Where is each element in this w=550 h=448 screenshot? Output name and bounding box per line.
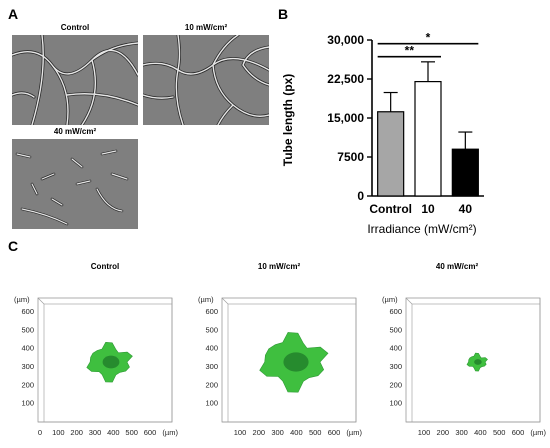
y-tick-label: 100 (21, 399, 34, 408)
y-tick-label: 200 (21, 380, 34, 389)
spheroid-core (283, 352, 309, 372)
x-tick-label: 600 (328, 428, 341, 437)
x-tick-label: 40 (459, 202, 473, 216)
micrograph-control (12, 35, 138, 125)
y-tick-label: 400 (205, 344, 218, 353)
y-tick-label: 300 (21, 362, 34, 371)
x-tick-label: 200 (253, 428, 266, 437)
x-tick-label: 600 (512, 428, 525, 437)
y-unit-label: (µm) (382, 295, 398, 304)
y-tick-label: 22,500 (327, 72, 364, 86)
panel-label-c: C (8, 238, 19, 254)
y-tick-label: 0 (357, 189, 364, 203)
bar (377, 111, 405, 197)
significance-label: ** (405, 44, 415, 58)
spheroid-title-control: Control (90, 262, 120, 271)
y-axis-label: Tube length (px) (281, 74, 295, 166)
spheroid-core (102, 355, 120, 369)
micrograph-title-control: Control (60, 23, 90, 32)
y-tick-label: 500 (205, 325, 218, 334)
y-tick-label: 300 (389, 362, 402, 371)
spheroid-panel-40mw: (µm) 600 500 400 300 200 100 100 200 300 400 500 600… (368, 282, 548, 444)
x-tick-label: 100 (234, 428, 247, 437)
y-tick-label: 100 (205, 399, 218, 408)
spheroid-panel-control: (µm) 600 500 400 300 200 100 0 100 200 300 400 500 60… (0, 282, 180, 444)
frame-front (227, 303, 357, 423)
y-tick-label: 15,000 (327, 111, 364, 125)
x-unit-label: (µm) (162, 428, 178, 437)
x-tick-label: 300 (89, 428, 102, 437)
y-unit-label: (µm) (14, 295, 30, 304)
x-tick-label: Control (369, 202, 412, 216)
tube-length-chart: Tube length (px) Irradiance (mW/cm²) 0 75… (281, 31, 484, 236)
x-tick-label: 200 (437, 428, 450, 437)
x-tick-label: 200 (70, 428, 83, 437)
x-tick-label: 100 (418, 428, 431, 437)
x-axis-label: Irradiance (mW/cm²) (367, 222, 476, 236)
frame-edge (37, 297, 45, 305)
y-tick-label: 500 (389, 325, 402, 334)
spheroid-title-10: 10 mW/cm² (257, 262, 301, 271)
y-tick-label: 600 (205, 307, 218, 316)
y-unit-label: (µm) (198, 295, 214, 304)
x-tick-label: 300 (455, 428, 468, 437)
bar (451, 148, 479, 197)
y-tick-label: 600 (389, 307, 402, 316)
micrograph-title-10: 10 mW/cm² (184, 23, 228, 32)
x-tick-label: 100 (52, 428, 65, 437)
y-tick-label: 30,000 (327, 33, 364, 47)
micrograph-title-40: 40 mW/cm² (53, 127, 97, 136)
x-tick-label: 600 (144, 428, 157, 437)
y-tick-label: 7500 (337, 150, 364, 164)
x-tick-label: 500 (493, 428, 506, 437)
spheroid-panel-10mw: (µm) 600 500 400 300 200 100 100 200 300 400 500 600… (184, 282, 364, 444)
y-tick-label: 200 (205, 380, 218, 389)
y-tick-label: 400 (389, 344, 402, 353)
micrograph-10mw (143, 35, 269, 125)
spheroid-core (474, 359, 482, 365)
micrograph-40mw (12, 139, 138, 229)
x-tick-label: 300 (271, 428, 284, 437)
x-unit-label: (µm) (530, 428, 546, 437)
frame-edge (221, 297, 229, 305)
frame-front (411, 303, 541, 423)
x-tick-label: 400 (290, 428, 303, 437)
y-tick-label: 300 (205, 362, 218, 371)
panel-label-a: A (8, 6, 19, 22)
bar (414, 80, 442, 197)
x-unit-label: (µm) (346, 428, 362, 437)
y-tick-label: 100 (389, 399, 402, 408)
x-tick-label: 400 (107, 428, 120, 437)
y-tick-label: 500 (21, 325, 34, 334)
significance-label: * (426, 31, 431, 45)
y-tick-label: 400 (21, 344, 34, 353)
panel-label-b: B (278, 6, 289, 22)
x-tick-label: 500 (125, 428, 138, 437)
frame-edge (405, 297, 413, 305)
y-tick-label: 600 (21, 307, 34, 316)
y-tick-label: 200 (389, 380, 402, 389)
x-tick-label: 500 (309, 428, 322, 437)
spheroid-title-40: 40 mW/cm² (435, 262, 479, 271)
x-tick-label: 10 (421, 202, 435, 216)
x-tick-label: 0 (38, 428, 42, 437)
frame-front (43, 303, 173, 423)
x-tick-label: 400 (474, 428, 487, 437)
